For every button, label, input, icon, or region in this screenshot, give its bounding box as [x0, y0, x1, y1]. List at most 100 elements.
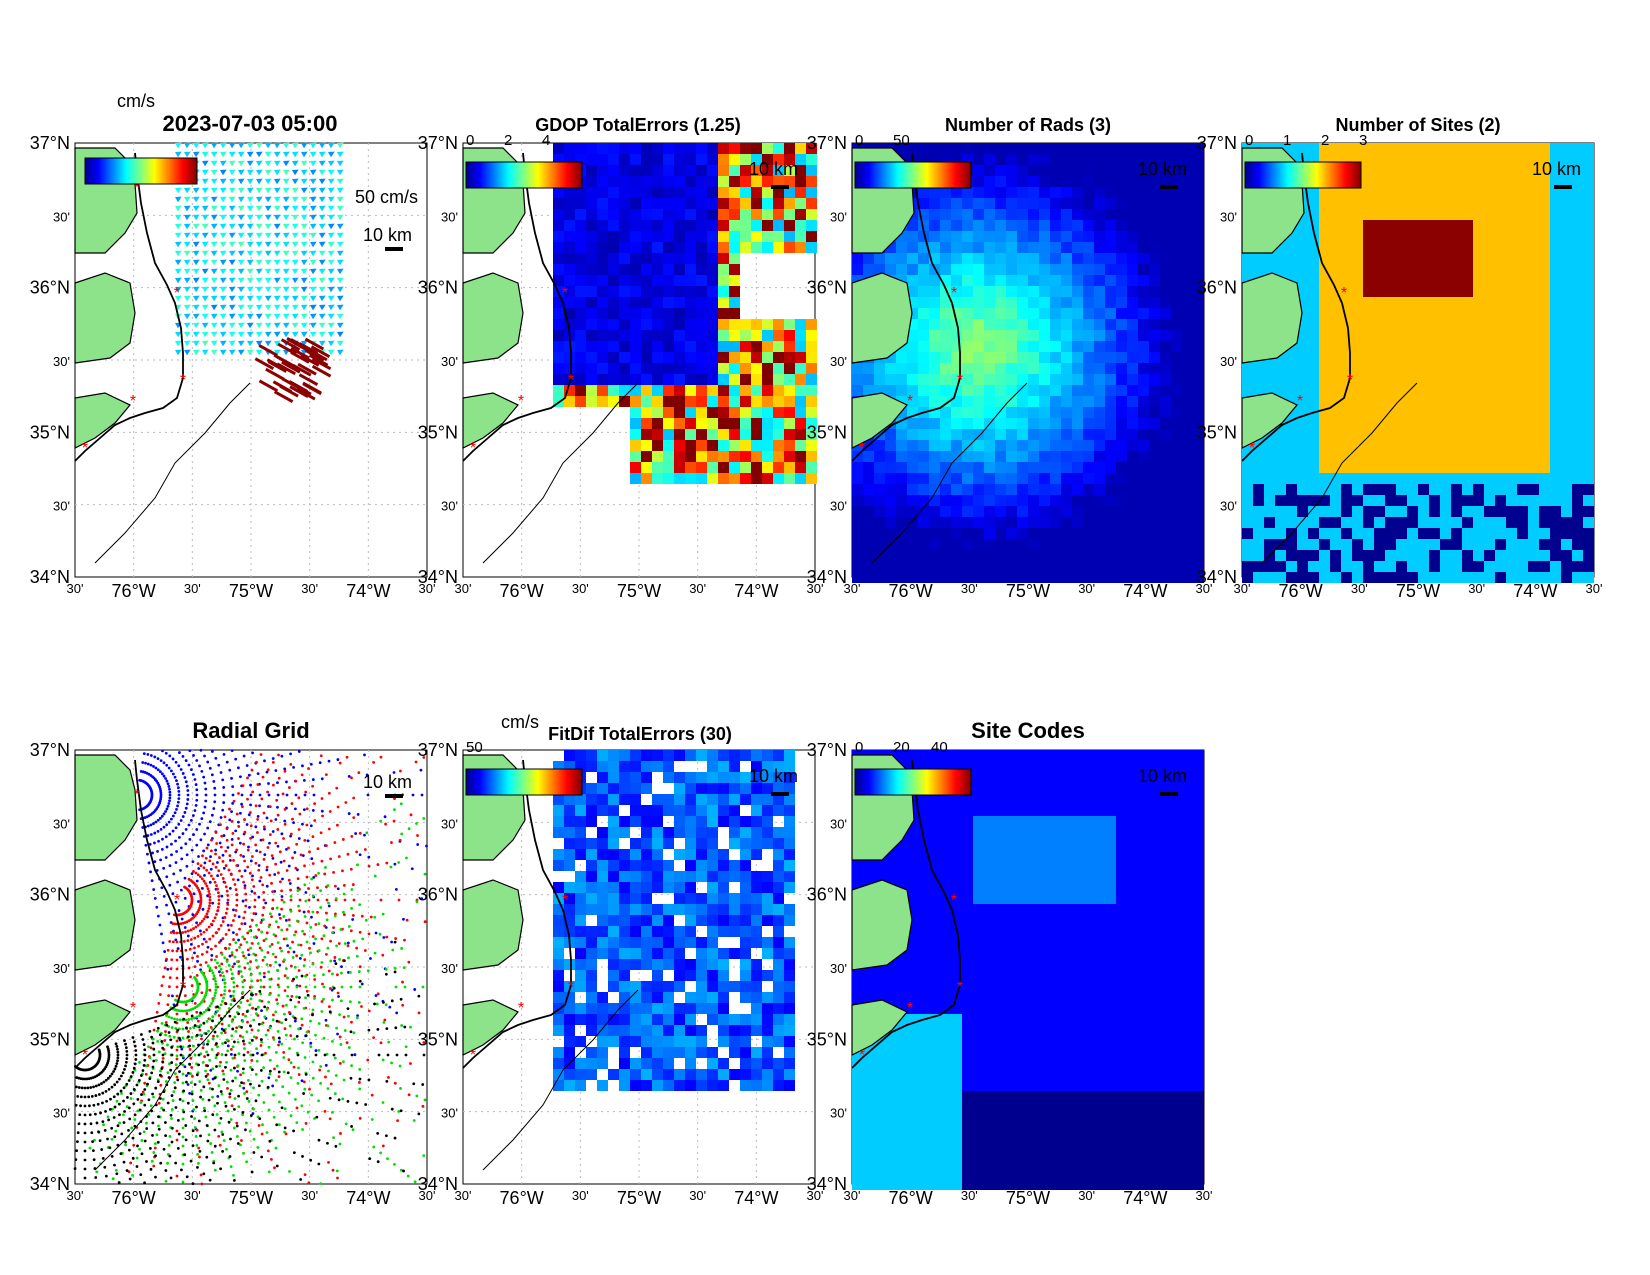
rads-cell — [973, 374, 984, 385]
gdop-cell — [718, 242, 729, 253]
rads-cell — [1061, 506, 1072, 517]
current-vector — [202, 304, 209, 311]
radial-grid-point — [243, 859, 246, 863]
radial-grid-point — [280, 754, 284, 758]
sites-cell — [1506, 187, 1517, 198]
sites-cell — [1484, 429, 1495, 440]
sites-cell — [1528, 495, 1539, 506]
sites-cell — [1561, 297, 1572, 308]
gdop-cell — [641, 352, 652, 363]
current-vector — [319, 178, 326, 185]
gdop-cell — [795, 407, 806, 418]
radial-grid-point — [410, 867, 414, 871]
gdop-cell — [586, 319, 597, 330]
rads-cell — [1072, 253, 1083, 264]
radial-grid-point — [254, 825, 258, 829]
sites-cell — [1407, 231, 1418, 242]
radial-grid-point — [276, 793, 280, 797]
sites-cell — [1407, 154, 1418, 165]
radial-grid-point — [144, 761, 147, 765]
radial-grid-point — [280, 832, 284, 836]
rads-cell — [1127, 418, 1138, 429]
sites-cell — [1341, 572, 1352, 583]
rads-cell — [1105, 286, 1116, 297]
sites-cell — [1242, 550, 1253, 561]
gdop-cell — [707, 154, 718, 165]
sites-cell — [1319, 572, 1330, 583]
radial-grid-point — [199, 838, 203, 842]
sites-cell — [1363, 352, 1374, 363]
radial-grid-point — [196, 934, 200, 938]
gdop-cell — [729, 154, 740, 165]
sites-cell — [1462, 198, 1473, 209]
rads-cell — [929, 572, 940, 583]
rads-cell — [863, 495, 874, 506]
rads-cell — [1160, 429, 1171, 440]
current-vector — [274, 232, 281, 239]
radial-grid-point — [165, 845, 169, 849]
rads-cell — [918, 286, 929, 297]
rads-cell — [1193, 253, 1204, 264]
sites-cell — [1418, 363, 1429, 374]
sites-cell — [1242, 264, 1253, 275]
radial-grid-point — [194, 804, 198, 807]
rads-cell — [896, 484, 907, 495]
current-vector — [283, 205, 290, 212]
rads-cell — [973, 352, 984, 363]
sites-cell — [1319, 462, 1330, 473]
rads-cell — [1171, 154, 1182, 165]
radial-grid-point — [193, 951, 196, 955]
radial-grid-point — [158, 816, 162, 820]
radial-grid-point — [241, 899, 245, 903]
rads-cell — [951, 495, 962, 506]
rads-cell — [1006, 187, 1017, 198]
sites-cell — [1451, 462, 1462, 473]
rads-cell — [1138, 165, 1149, 176]
radial-grid-point — [366, 793, 370, 797]
sites-cell — [1484, 572, 1495, 583]
colorbar-tick-label: 2 — [1321, 132, 1329, 149]
sites-cell — [1253, 484, 1264, 495]
gdop-cell — [806, 363, 817, 374]
sites-cell — [1242, 385, 1253, 396]
rads-cell — [1127, 330, 1138, 341]
rads-cell — [973, 473, 984, 484]
current-vector — [247, 295, 254, 302]
rads-cell — [863, 517, 874, 528]
lon-tick-label: 30' — [689, 581, 706, 596]
current-vector — [283, 250, 290, 257]
sites-cell — [1330, 286, 1341, 297]
current-vector — [238, 322, 245, 329]
radial-grid-point — [280, 907, 284, 911]
radial-grid-point — [167, 785, 171, 788]
rads-cell — [1138, 319, 1149, 330]
current-vector — [184, 187, 191, 194]
radial-grid-point — [267, 782, 270, 785]
current-vector — [211, 286, 218, 293]
rads-cell — [1127, 550, 1138, 561]
sites-cell — [1352, 484, 1363, 495]
rads-cell — [1083, 517, 1094, 528]
current-vector — [229, 196, 236, 203]
sites-cell — [1374, 550, 1385, 561]
gdop-cell — [553, 297, 564, 308]
gdop-cell — [553, 374, 564, 385]
gdop-cell — [685, 440, 696, 451]
radial-grid-point — [265, 868, 269, 872]
radial-grid-point — [230, 810, 233, 814]
rads-cell — [874, 561, 885, 572]
radial-grid-point — [257, 895, 261, 899]
rads-cell — [1072, 363, 1083, 374]
sites-cell — [1396, 231, 1407, 242]
sites-cell — [1539, 187, 1550, 198]
rads-cell — [1028, 264, 1039, 275]
gdop-cell — [718, 330, 729, 341]
sites-cell — [1473, 187, 1484, 198]
current-vector — [274, 250, 281, 257]
sites-cell — [1330, 198, 1341, 209]
gdop-cell — [707, 330, 718, 341]
sites-cell — [1583, 209, 1594, 220]
rads-cell — [940, 363, 951, 374]
radial-grid-point — [240, 922, 244, 925]
sites-cell — [1374, 374, 1385, 385]
